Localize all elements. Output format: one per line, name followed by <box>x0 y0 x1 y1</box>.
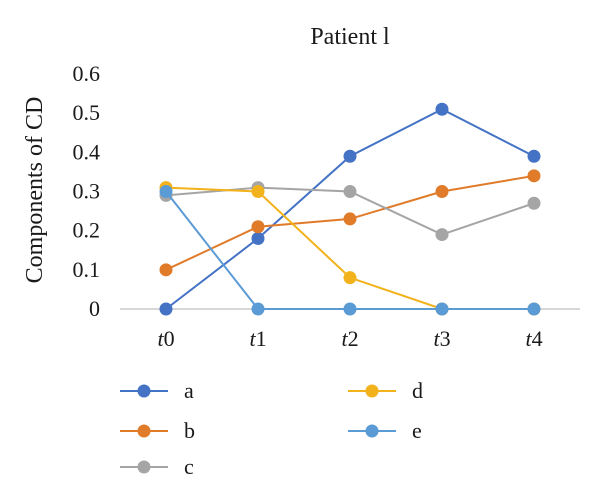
data-point <box>527 196 541 210</box>
legend-label: e <box>412 418 422 443</box>
legend-marker <box>365 424 379 438</box>
y-tick-label: 0.6 <box>73 61 101 86</box>
chart-title: Patient l <box>310 24 390 50</box>
legend-item-a: a <box>120 378 194 403</box>
data-point <box>251 232 265 245</box>
data-point <box>343 271 357 285</box>
series-layer <box>159 102 541 316</box>
y-tick-label: 0.1 <box>73 257 101 282</box>
legend-label: c <box>184 454 194 479</box>
legend-item-b: b <box>120 418 195 443</box>
data-point <box>435 302 449 316</box>
data-point <box>251 302 265 316</box>
legend-label: b <box>184 418 195 443</box>
series-e <box>159 185 541 316</box>
legend-item-d: d <box>348 378 423 403</box>
data-point <box>343 212 357 226</box>
series-b <box>159 169 541 277</box>
data-point <box>251 185 265 198</box>
y-tick-label: 0.5 <box>73 100 101 125</box>
data-point <box>159 302 173 316</box>
data-point <box>527 149 541 163</box>
legend-item-c: c <box>120 454 194 479</box>
y-axis-label: Components of CD <box>22 97 48 284</box>
data-point <box>435 102 449 116</box>
series-d <box>159 181 541 316</box>
x-tick-label: t0 <box>157 326 174 351</box>
series-line <box>165 190 534 310</box>
legend-label: d <box>412 378 423 403</box>
legend-marker <box>365 384 379 398</box>
legend-marker <box>137 384 151 398</box>
data-point <box>527 169 541 183</box>
axes: 0 0.1 0.2 0.3 0.4 0.5 0.6 t0 t1 t2 t3 t4 <box>73 61 580 351</box>
data-point <box>435 228 449 242</box>
data-point <box>159 263 173 277</box>
legend: abc de <box>120 378 423 479</box>
series-a <box>159 102 541 316</box>
y-tick-label: 0.3 <box>73 179 101 204</box>
data-point <box>527 302 541 316</box>
legend-label: a <box>184 378 194 403</box>
legend-marker <box>137 460 151 474</box>
y-tick-label: 0.4 <box>73 139 101 164</box>
x-tick-label: t3 <box>433 326 450 351</box>
data-point <box>435 185 449 198</box>
legend-item-e: e <box>348 418 422 443</box>
data-point <box>251 220 265 234</box>
data-point <box>343 149 357 163</box>
data-point <box>343 185 357 198</box>
y-tick-label: 0 <box>89 296 100 321</box>
legend-marker <box>137 424 151 438</box>
data-point <box>159 185 173 198</box>
x-tick-label: t1 <box>249 326 266 351</box>
x-tick-label: t2 <box>341 326 358 351</box>
x-tick-label: t4 <box>525 326 542 351</box>
series-line <box>165 186 534 310</box>
y-tick-label: 0.2 <box>73 218 101 243</box>
data-point <box>343 302 357 316</box>
